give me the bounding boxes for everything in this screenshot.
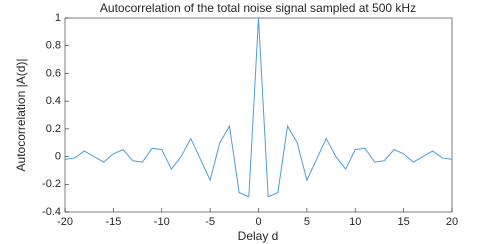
x-tick-label: -5 xyxy=(205,216,215,228)
x-tick-label: -10 xyxy=(154,216,170,228)
x-axis-label: Delay d xyxy=(238,229,279,243)
y-tick-label: 0 xyxy=(55,150,61,162)
y-tick-label: 0.2 xyxy=(46,123,61,135)
x-tick-label: 10 xyxy=(349,216,361,228)
x-tick-label: -20 xyxy=(57,216,73,228)
x-tick-label: 20 xyxy=(446,216,458,228)
y-tick-label: 0.4 xyxy=(46,95,61,107)
plot-frame xyxy=(64,17,453,213)
y-tick-label: -0.2 xyxy=(42,178,61,190)
chart-title: Autocorrelation of the total noise signa… xyxy=(100,1,416,15)
x-tick-label: 5 xyxy=(304,216,310,228)
y-tick-label: 0.6 xyxy=(46,67,61,79)
y-tick-label: 0.8 xyxy=(46,40,61,52)
y-tick-label: 1 xyxy=(55,12,61,24)
y-tick-label: -0.4 xyxy=(42,206,61,218)
y-axis-label: Autocorrelation |A(d)| xyxy=(14,59,28,172)
x-tick-label: 15 xyxy=(398,216,410,228)
x-tick-label: 0 xyxy=(255,216,261,228)
data-line xyxy=(64,17,453,198)
x-tick-label: -15 xyxy=(105,216,121,228)
